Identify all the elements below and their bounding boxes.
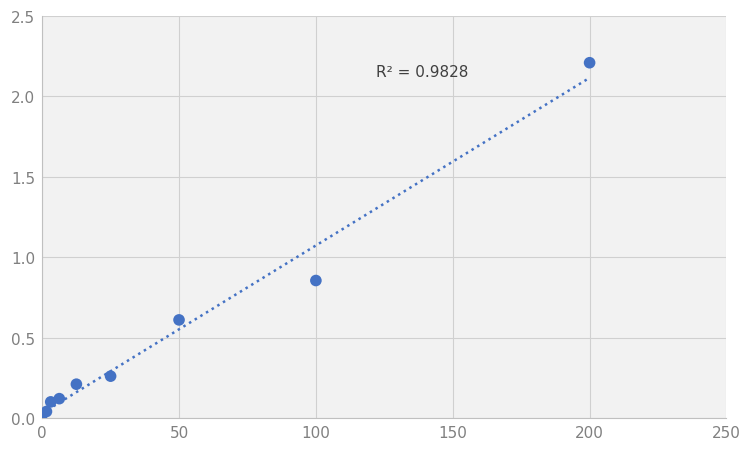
Point [173,317,185,324]
Point [105,373,117,380]
Point [310,277,322,285]
Point [44,398,56,405]
Point [71,381,83,388]
Point [36,411,48,418]
Point [584,60,596,67]
Point [41,408,53,415]
Point [53,395,65,402]
Text: R² = 0.9828: R² = 0.9828 [376,64,468,79]
